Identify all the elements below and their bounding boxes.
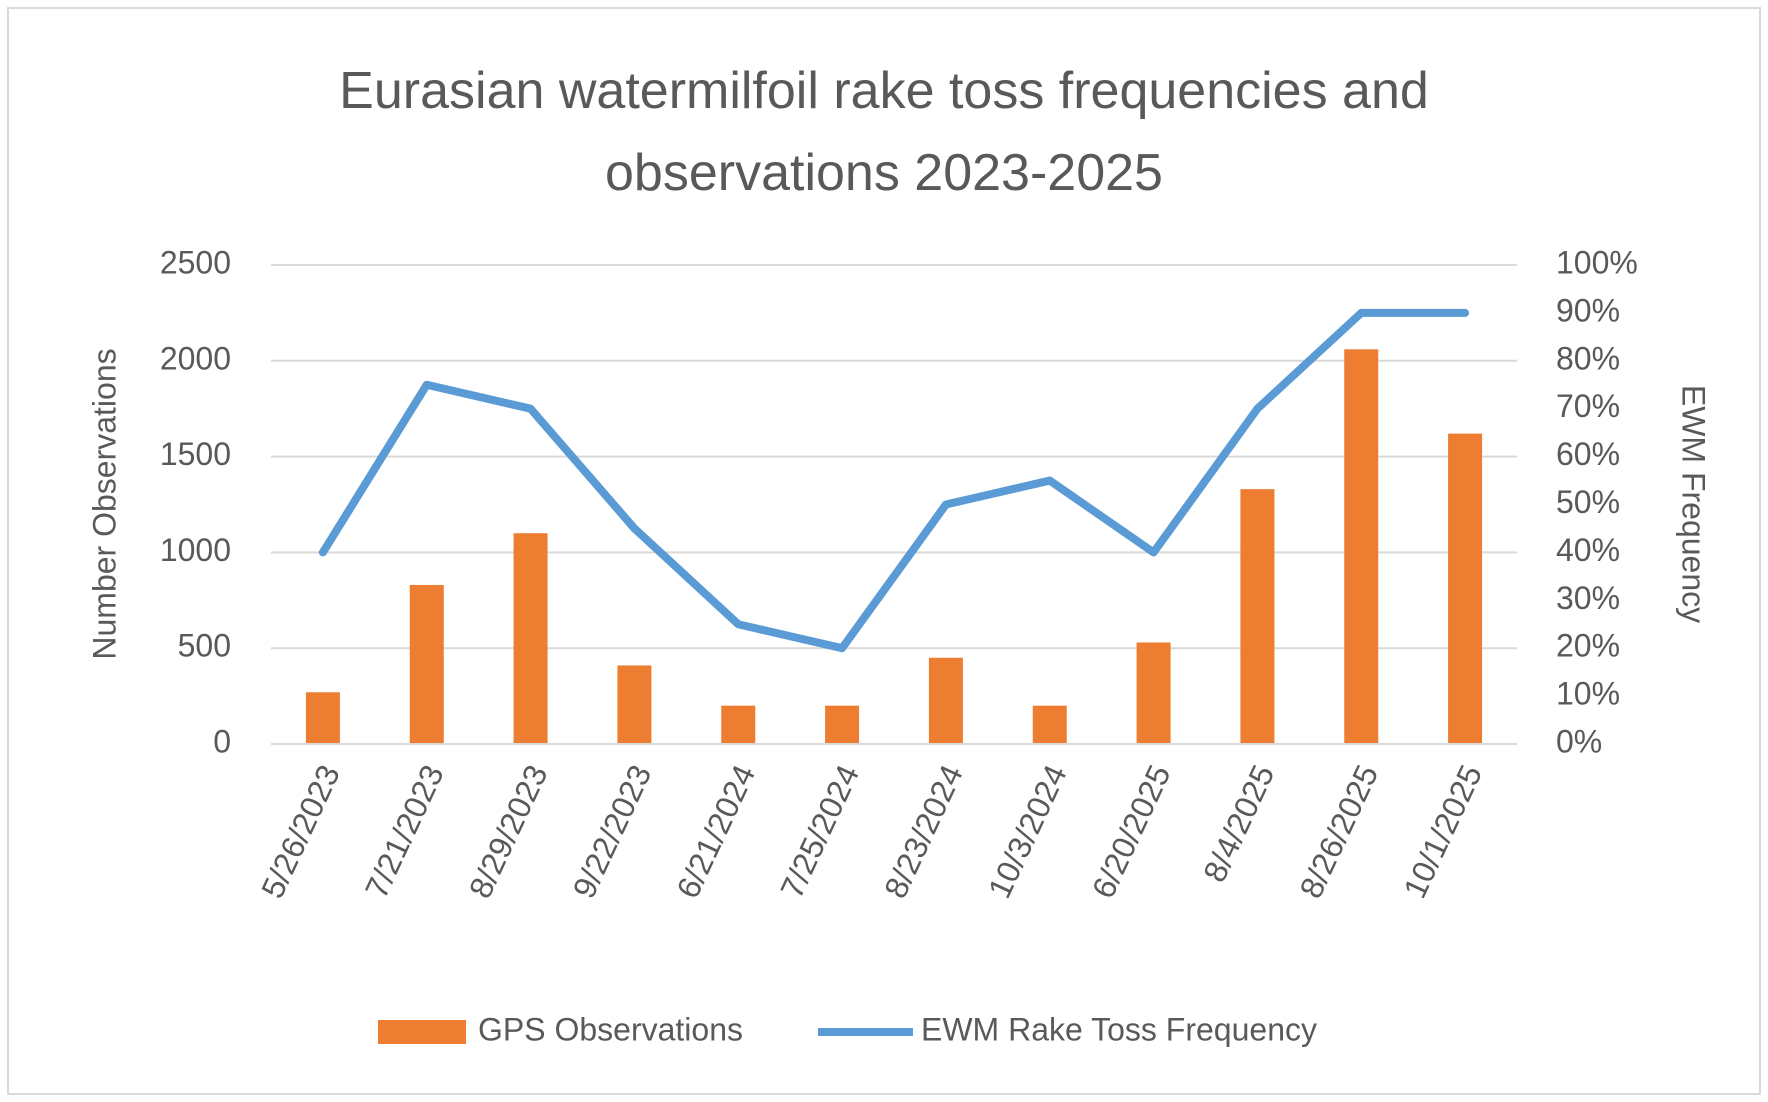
y2-axis-title: EWM Frequency bbox=[1676, 385, 1712, 623]
x-tick-label: 7/21/2023 bbox=[358, 759, 451, 903]
y-tick-label: 1000 bbox=[160, 532, 231, 568]
x-tick-label: 5/26/2023 bbox=[254, 759, 347, 903]
y2-tick-label: 50% bbox=[1556, 484, 1620, 520]
y2-tick-label: 0% bbox=[1556, 723, 1602, 759]
bar bbox=[825, 705, 860, 744]
chart-title: Eurasian watermilfoil rake toss frequenc… bbox=[339, 62, 1429, 202]
y-tick-label: 2500 bbox=[160, 244, 231, 280]
y-tick-label: 0 bbox=[213, 723, 231, 759]
y2-tick-label: 30% bbox=[1556, 580, 1620, 616]
x-tick-label: 8/4/2025 bbox=[1196, 759, 1281, 887]
y2-tick-label: 10% bbox=[1556, 676, 1620, 712]
y-tick-label: 2000 bbox=[160, 340, 231, 376]
x-tick-label: 7/25/2024 bbox=[773, 759, 866, 903]
bar bbox=[305, 692, 340, 744]
y-tick-label: 1500 bbox=[160, 436, 231, 472]
legend-swatch bbox=[378, 1020, 466, 1044]
x-tick-label: 10/1/2025 bbox=[1396, 759, 1489, 903]
y2-tick-label: 60% bbox=[1556, 436, 1620, 472]
bar bbox=[1240, 489, 1275, 744]
bar bbox=[1448, 433, 1483, 744]
x-tick-label: 6/21/2024 bbox=[669, 759, 762, 903]
y2-tick-label: 80% bbox=[1556, 340, 1620, 376]
x-tick-label: 9/22/2023 bbox=[566, 759, 659, 903]
x-tick-label: 8/23/2024 bbox=[877, 759, 970, 903]
chart-border bbox=[7, 7, 1761, 1095]
bar bbox=[513, 533, 548, 744]
bar bbox=[1032, 705, 1067, 744]
bar bbox=[721, 705, 756, 744]
bar bbox=[928, 657, 963, 744]
line bbox=[318, 308, 1470, 653]
x-tick-label: 8/26/2025 bbox=[1292, 759, 1385, 903]
legend-label: GPS Observations bbox=[478, 1011, 743, 1047]
x-tick-label: 10/3/2024 bbox=[981, 759, 1074, 903]
x-tick-label: 6/20/2025 bbox=[1085, 759, 1178, 903]
x-tick-label: 8/29/2023 bbox=[462, 759, 555, 903]
bar bbox=[617, 665, 652, 744]
y-tick-label: 500 bbox=[178, 628, 231, 664]
bar bbox=[1344, 349, 1379, 744]
y2-tick-label: 90% bbox=[1556, 292, 1620, 328]
y2-tick-label: 70% bbox=[1556, 388, 1620, 424]
legend-label: EWM Rake Toss Frequency bbox=[921, 1011, 1317, 1047]
y2-tick-label: 100% bbox=[1556, 244, 1638, 280]
y2-tick-label: 40% bbox=[1556, 532, 1620, 568]
bar bbox=[409, 584, 444, 744]
y2-tick-label: 20% bbox=[1556, 628, 1620, 664]
bar bbox=[1136, 642, 1171, 744]
y-axis-title: Number Observations bbox=[86, 348, 122, 659]
